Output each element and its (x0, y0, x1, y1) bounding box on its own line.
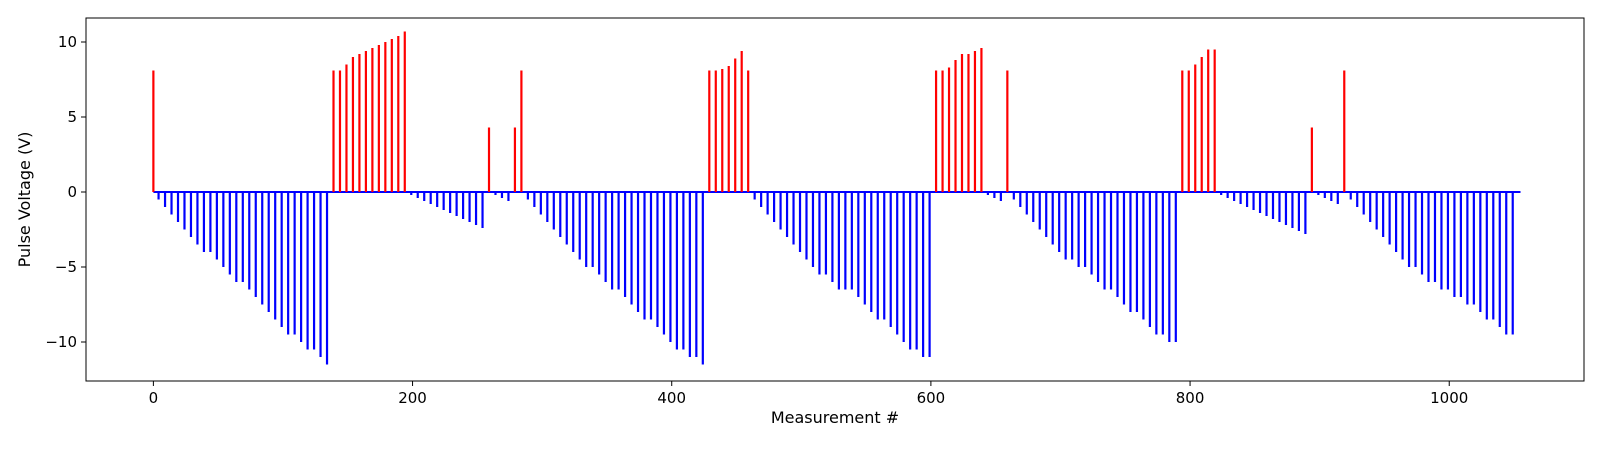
x-tick-label: 1000 (1430, 389, 1468, 407)
y-axis-title: Pulse Voltage (V) (15, 132, 34, 268)
y-tick-label: 5 (67, 108, 77, 126)
y-tick-label: −5 (55, 258, 77, 276)
x-tick-label: 0 (149, 389, 159, 407)
plot-area (152, 31, 1521, 365)
y-tick-label: −10 (45, 333, 77, 351)
x-axis: 0 200 400 600 800 1000 (149, 381, 1468, 407)
x-tick-label: 200 (398, 389, 427, 407)
axes-frame (85, 17, 1585, 382)
x-axis-title: Measurement # (771, 408, 899, 427)
x-tick-label: 800 (1176, 389, 1205, 407)
x-tick-label: 600 (917, 389, 946, 407)
x-tick-label: 400 (657, 389, 686, 407)
y-tick-label: 0 (67, 183, 77, 201)
y-axis: −10 −5 0 5 10 (45, 33, 86, 351)
y-tick-label: 10 (58, 33, 77, 51)
